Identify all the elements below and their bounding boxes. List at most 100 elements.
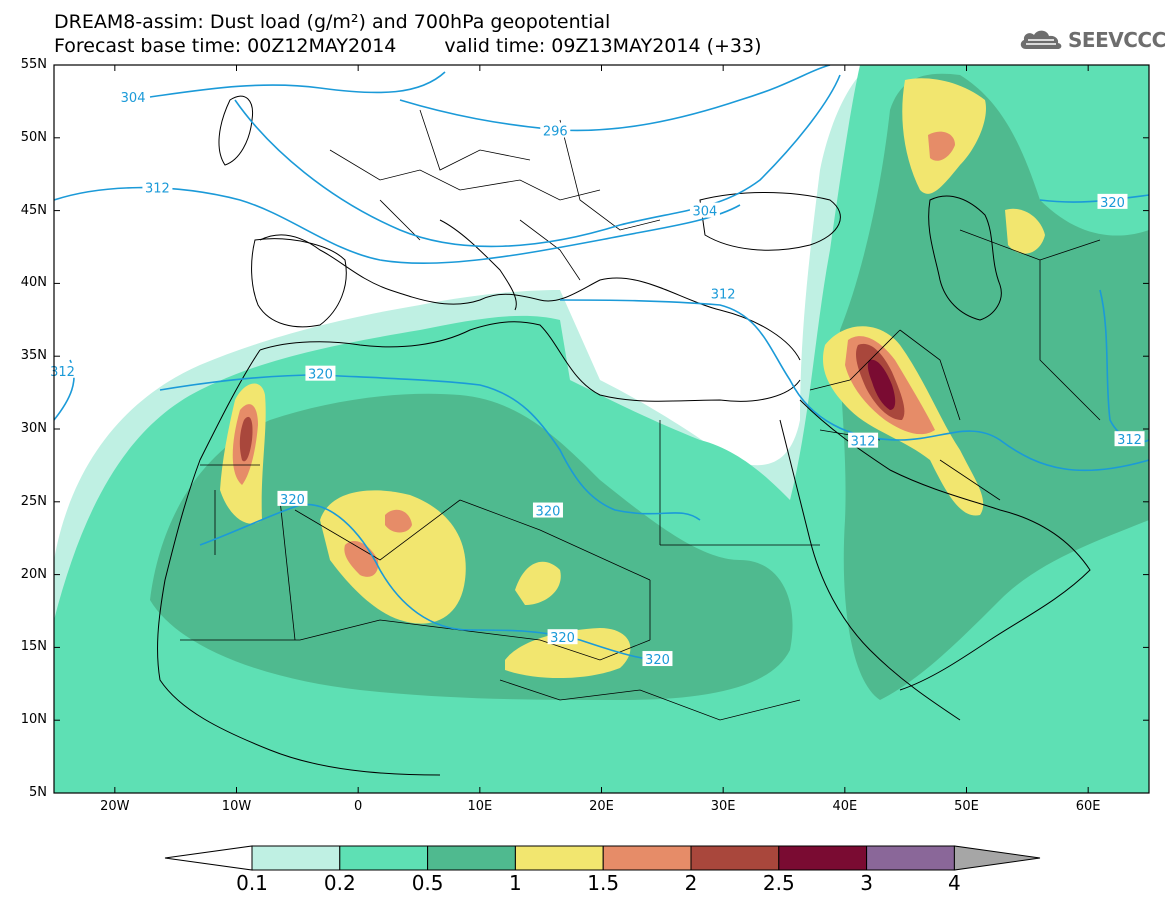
lat-tick-label: 10N — [20, 712, 47, 728]
contour-312-west — [54, 186, 741, 264]
coastline-arabia — [799, 399, 1091, 691]
lat-tick-label: 40N — [20, 275, 47, 291]
colorbar-segment — [514, 845, 604, 871]
colorbar-label: 1.5 — [587, 871, 620, 895]
coastline-caspian — [928, 195, 1002, 321]
lat-tick-label: 45N — [20, 202, 47, 218]
colorbar-segment — [778, 845, 868, 871]
border-north-africa — [200, 420, 820, 641]
contour-label-text: 312 — [145, 181, 170, 196]
contour-label: 320 — [305, 365, 336, 383]
contour-label: 312 — [142, 179, 173, 196]
contour-label-text: 304 — [121, 91, 146, 106]
contour-label-text: 312 — [50, 365, 75, 380]
contour-label-text: 312 — [711, 288, 736, 303]
dust-level-0-5 — [150, 393, 793, 700]
colorbar-segment — [251, 845, 341, 871]
coastline-red-sea — [779, 419, 961, 721]
contour-label: 304 — [118, 89, 149, 106]
contour-304 — [234, 74, 841, 248]
lon-tick-label: 10E — [467, 799, 493, 814]
contour-label: 320 — [532, 502, 563, 520]
dust-level-2-a — [239, 416, 253, 462]
colorbar-over-arrow — [953, 845, 1041, 871]
base-time: Forecast base time: 00Z12MAY2014 — [54, 35, 397, 57]
colorbar-segment — [427, 845, 516, 871]
coastline-italy — [439, 219, 517, 311]
dust-level-1-5-d — [928, 131, 955, 161]
dust-fields — [54, 65, 1149, 793]
contour-label: 320 — [642, 651, 673, 668]
valid-time: valid time: 09Z13MAY2014 (+33) — [444, 35, 762, 57]
colorbar-segment — [866, 845, 955, 871]
colorbar-label: 0.2 — [323, 871, 356, 895]
contour-label: 312 — [848, 432, 879, 450]
lat-tick-label: 20N — [20, 566, 47, 582]
lat-tick-label: 15N — [20, 639, 47, 655]
colorbar-label: 4 — [948, 871, 961, 895]
lat-tick-label: 55N — [20, 57, 47, 72]
lat-tick-label: 50N — [20, 129, 47, 145]
contour-label-text: 312 — [851, 435, 876, 450]
contour-320-south — [199, 503, 661, 661]
lon-tick-label: 20E — [589, 799, 614, 814]
colorbar-under-arrow — [164, 845, 253, 871]
contour-label: 320 — [277, 490, 308, 508]
contour-label: 312 — [708, 285, 739, 303]
coastline-black-sea — [699, 192, 841, 251]
colorbar — [164, 845, 1041, 871]
cloud-icon — [1020, 30, 1062, 49]
coastline-europe — [259, 234, 801, 361]
contour-label-text: 296 — [543, 125, 568, 140]
colorbar-label: 1 — [509, 871, 522, 895]
lon-tick-label: 10W — [221, 799, 252, 814]
contour-labels: 304 296 312 304 312 320 312 320 312 312 320 320 320 3… — [47, 89, 1145, 668]
contour-label-text: 320 — [645, 653, 670, 668]
contour-label-text: 320 — [280, 493, 305, 508]
lon-tick-label: 40E — [832, 799, 858, 814]
dust-level-1-5-a — [385, 509, 412, 533]
colorbar-segment — [602, 845, 692, 871]
map-title: DREAM8-assim: Dust load (g/m²) and 700hP… — [54, 11, 611, 33]
contour-label: 304 — [689, 202, 720, 220]
contour-304-north — [149, 71, 446, 98]
lon-tick-label: 30E — [710, 799, 736, 814]
colorbar-label: 2 — [684, 871, 698, 895]
dust-level-1-5 — [344, 540, 379, 577]
lon-tick-label: 50E — [954, 799, 979, 814]
lat-tick-label: 30N — [20, 421, 47, 436]
dust-level-1-c — [515, 561, 561, 605]
lon-tick-label: 60E — [1075, 799, 1101, 814]
colorbar-label: 0.1 — [236, 871, 268, 895]
coastlines-and-borders — [157, 95, 1101, 776]
contour-label-text: 312 — [1117, 433, 1142, 448]
contour-320-central — [159, 374, 701, 521]
border-europe — [329, 109, 661, 281]
colorbar-segment — [339, 845, 429, 871]
contour-label-text: 320 — [1100, 196, 1125, 211]
dust-level-1-f — [1005, 208, 1045, 254]
seevccc-logo: SEEVCCC — [1018, 27, 1165, 53]
colorbar-segment — [690, 845, 780, 871]
contour-label-text: 320 — [550, 631, 575, 646]
axis-ticks — [54, 64, 1149, 794]
time-info: Forecast base time: 00Z12MAY2014 valid ti… — [54, 36, 762, 56]
coastline-africa-north — [259, 321, 801, 402]
contour-label: 296 — [540, 122, 571, 140]
contour-label: 320 — [1097, 193, 1128, 211]
contour-312-east — [559, 299, 1149, 472]
lat-tick-label: 25N — [20, 493, 47, 509]
coastline-iberia — [251, 238, 347, 328]
geopotential-contours — [54, 65, 1149, 661]
contour-label-text: 304 — [693, 205, 718, 220]
contour-label: 320 — [547, 629, 578, 646]
colorbar-label: 2.5 — [762, 871, 795, 895]
contour-label-text: 320 — [536, 505, 561, 520]
dust-level-2-5 — [867, 359, 896, 410]
contour-label: 312 — [47, 362, 78, 380]
lon-tick-label: 0 — [354, 799, 363, 814]
contour-label: 312 — [1114, 431, 1145, 448]
dust-level-1 — [320, 490, 466, 624]
lat-tick-label: 35N — [20, 348, 47, 364]
